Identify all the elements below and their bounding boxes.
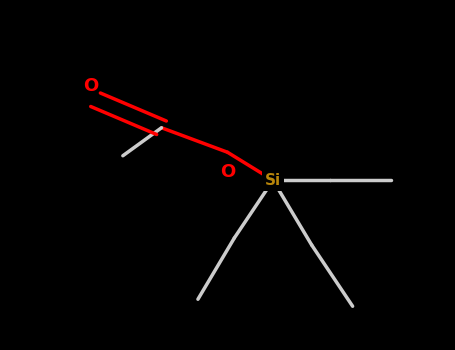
Text: Si: Si: [265, 173, 281, 188]
Text: O: O: [83, 77, 99, 95]
Text: O: O: [220, 162, 235, 181]
